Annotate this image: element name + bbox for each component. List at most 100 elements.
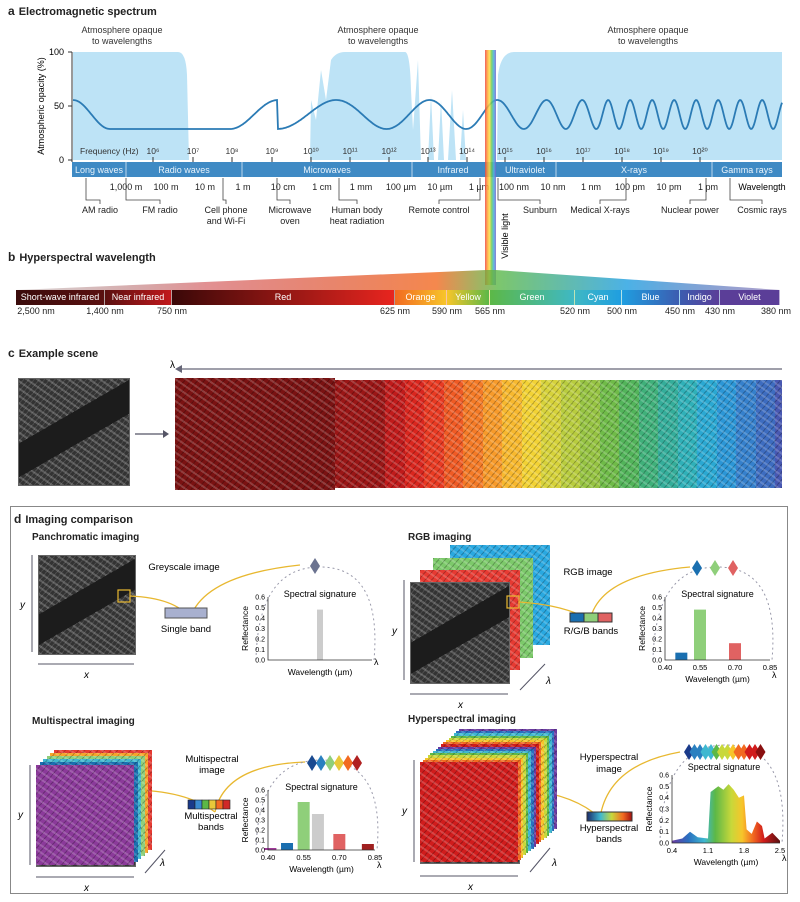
visible-light-label: Visible light — [500, 213, 510, 259]
panel-b-title: b Hyperspectral wavelength — [8, 250, 156, 264]
bar — [311, 814, 324, 850]
x-tick: 1.8 — [739, 846, 749, 855]
band-swatch — [201, 799, 210, 810]
y-tick: 100 — [49, 47, 64, 57]
opaque-regions — [73, 52, 782, 160]
opaque-label: to wavelengths — [348, 36, 409, 46]
bar — [317, 609, 323, 660]
x-tick: 0.40 — [658, 663, 673, 672]
application-pointer — [497, 178, 541, 204]
band-segment: Short-wave infrared — [16, 290, 105, 305]
y-tick: 0.2 — [255, 637, 265, 644]
wavelength-tick: 100 m — [153, 182, 178, 192]
lambda-label: λ — [374, 657, 379, 667]
image-label: Multispectral — [185, 754, 238, 765]
frequency-tick: 10⁷ — [187, 146, 200, 156]
band-label: Single band — [161, 624, 211, 635]
wavelength-tick: 100 µm — [386, 182, 416, 192]
y-tick: 0.4 — [659, 795, 669, 802]
wavelength-tick: 1 nm — [581, 182, 601, 192]
band-label: Ultraviolet — [505, 165, 546, 175]
application-pointer — [599, 178, 627, 204]
y-tick: 0.5 — [659, 784, 669, 791]
y-tick: 0.0 — [255, 848, 265, 855]
spectral-slice — [175, 378, 335, 490]
bar — [675, 652, 688, 660]
application-label: Microwave — [268, 205, 311, 215]
lambda-label: λ — [377, 860, 382, 870]
band-segment: Yellow — [447, 290, 490, 305]
lambda-label: λ — [170, 360, 175, 371]
diamond-icon — [684, 744, 694, 760]
band-label: R/G/B bands — [564, 626, 619, 637]
wavelength-tick: 450 nm — [664, 306, 696, 316]
lambda-letter: λ — [551, 858, 557, 869]
y-tick: 0.5 — [255, 798, 265, 805]
spectral-signature-label: Spectral signature — [285, 782, 358, 792]
diamond-icon — [733, 744, 744, 760]
opaque-label: Atmosphere opaque — [607, 25, 688, 35]
opaque-label: Atmosphere opaque — [337, 25, 418, 35]
spectral-layer — [420, 762, 518, 862]
wavelength-tick: 430 nm — [704, 306, 736, 316]
single-band-icon — [164, 607, 208, 619]
bar — [264, 848, 277, 850]
x-tick: 2.5 — [775, 846, 785, 855]
panel-letter: b — [8, 250, 16, 264]
lambda-letter: λ — [159, 858, 165, 869]
x-axis-label: Wavelength (µm) — [694, 857, 759, 867]
band-segment: Indigo — [680, 290, 720, 305]
application-label: AM radio — [82, 205, 118, 215]
panchromatic-chart: 0.6 0.5 0.4 0.3 0.2 0.1 0.0 Reflectance Waveleng… — [240, 566, 379, 677]
y-tick: 0.3 — [255, 626, 265, 633]
band-label: Gamma rays — [721, 165, 773, 175]
frequency-ticks: 10⁶ 10⁷ 10⁸ 10⁹ 10¹⁰ 10¹¹ 10¹² 10¹³ 10¹⁴ 10¹⁵ 10¹⁶… — [147, 146, 708, 162]
spectral-diamonds — [307, 558, 766, 771]
y-tick: 0.2 — [659, 818, 669, 825]
diamond-icon — [728, 560, 738, 576]
multispectral-title: Multispectral imaging — [32, 716, 135, 727]
x-axis-label: Wavelength (µm) — [289, 864, 354, 874]
frequency-tick: 10¹⁶ — [536, 146, 552, 156]
application-pointer — [438, 178, 481, 204]
application-label: FM radio — [142, 205, 178, 215]
application-label: Cosmic rays — [737, 205, 787, 215]
panel-a-title: a Electromagnetic spectrum — [8, 4, 157, 18]
diamond-icon — [310, 558, 320, 574]
x-tick: 0.40 — [261, 853, 276, 862]
wavelength-tick: 1 pm — [698, 182, 718, 192]
diamond-icon — [700, 744, 711, 760]
wavelength-tick: 380 nm — [760, 306, 792, 316]
wavelength-tick: 1 m — [235, 182, 250, 192]
opaque-region-uv-xray — [497, 52, 782, 160]
y-tick: 0.1 — [652, 647, 662, 654]
band-bar — [72, 162, 782, 177]
application-label: heat radiation — [330, 216, 385, 226]
image-label: Greyscale image — [148, 562, 219, 573]
y-tick: 0.0 — [255, 658, 265, 665]
frequency-tick: 10¹⁴ — [459, 146, 475, 156]
spectral-signature-label: Spectral signature — [681, 589, 754, 599]
band-segment: Red — [172, 290, 395, 305]
band-segment: Orange — [395, 290, 447, 305]
application-label: Human body — [331, 205, 383, 215]
y-tick: 0.1 — [255, 647, 265, 654]
diamond-icon — [307, 755, 317, 771]
frequency-tick: 10¹⁷ — [575, 146, 590, 156]
application-pointer — [729, 178, 763, 204]
y-tick: 0.5 — [255, 605, 265, 612]
band-label: Microwaves — [303, 165, 351, 175]
band-label: Radio waves — [158, 165, 210, 175]
spectral-signature-label: Spectral signature — [284, 589, 357, 599]
y-axis-label: Reflectance — [240, 797, 250, 842]
opaque-region-infrared — [310, 52, 466, 160]
band-segment: Cyan — [575, 290, 622, 305]
bar — [281, 843, 294, 850]
x-tick: 0.4 — [667, 846, 677, 855]
image-label: image — [596, 764, 622, 775]
frequency-tick: 10²⁰ — [692, 146, 708, 156]
wavelength-tick: 10 pm — [656, 182, 681, 192]
